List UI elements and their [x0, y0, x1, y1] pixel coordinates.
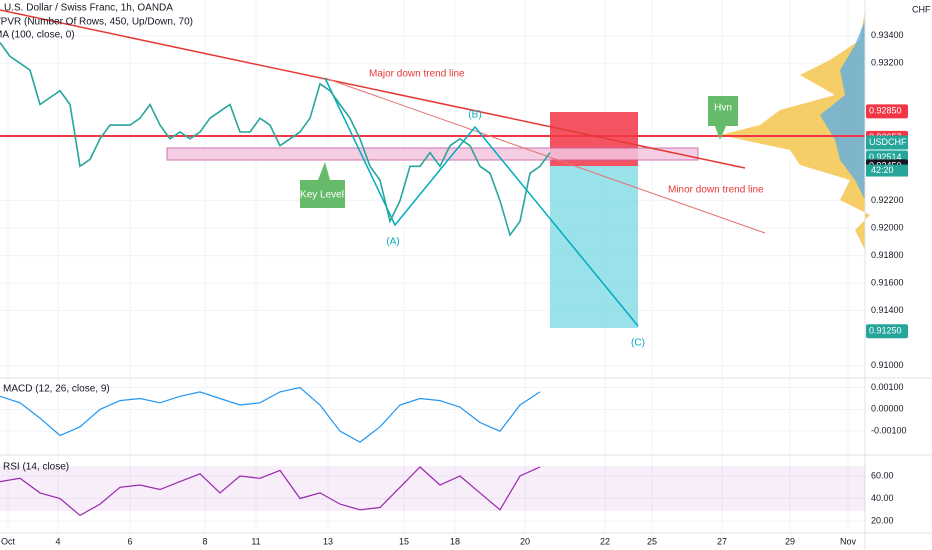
indicator-label: MA (100, close, 0)	[0, 30, 75, 41]
y-tick-label: 0.92000	[871, 223, 904, 233]
symbol-label: USDCHF	[869, 137, 907, 147]
y-tick-label: 0.93400	[871, 30, 904, 40]
axes: Oct 4 6 8 11 13 15 18 20 22 25 27 29 Nov 0.91000 0.9140…	[1, 30, 908, 546]
x-tick-label: 27	[717, 536, 727, 546]
x-tick-label: 20	[520, 536, 530, 546]
y-tick-label: 0.00100	[871, 382, 904, 392]
annotation: (A)	[386, 237, 399, 248]
series-line	[0, 386, 541, 443]
y-tick-label: 0.93200	[871, 58, 904, 68]
y-tick-label: 0.91800	[871, 250, 904, 260]
price-tag	[866, 104, 908, 119]
x-tick-label: 22	[600, 536, 610, 546]
price-tag-label: 0.91250	[869, 326, 902, 336]
x-tick-label: 29	[785, 536, 795, 546]
x-tick-label: 18	[450, 536, 460, 546]
x-tick-label: Nov	[840, 536, 857, 546]
volume-profile	[720, 10, 870, 250]
x-tick-label: 13	[323, 536, 333, 546]
rsi-title: RSI (14, close)	[3, 462, 69, 473]
annotation: Major down trend line	[369, 69, 465, 80]
callout	[708, 96, 738, 140]
y-tick-label: 0.91600	[871, 278, 904, 288]
minor-trend-line	[324, 77, 766, 234]
countdown-label: 42:20	[871, 165, 894, 175]
callout	[300, 162, 345, 208]
chart-title: U.S. Dollar / Swiss Franc, 1h, OANDA	[4, 3, 173, 14]
price-tag-label: 0.92514	[869, 152, 902, 162]
x-tick-label: 25	[647, 536, 657, 546]
x-tick-label: 4	[55, 536, 60, 546]
price-tag-label: 0.92850	[869, 106, 902, 116]
price-pane	[0, 42, 551, 517]
currency-label: CHF	[912, 4, 931, 14]
x-tick-label: 11	[251, 536, 260, 546]
series-line	[0, 42, 551, 237]
symbol-tag	[866, 135, 908, 150]
y-tick-label: 0.91400	[871, 305, 904, 315]
annotation: Hvn	[714, 103, 732, 114]
x-tick-label: 15	[399, 536, 409, 546]
indicator-label: VPVR (Number Of Rows, 450, Up/Down, 70)	[0, 17, 193, 28]
y-tick-label: 0.92200	[871, 195, 904, 205]
y-tick-label: 0.91000	[871, 360, 904, 370]
x-tick-label: 6	[127, 536, 132, 546]
series-line	[0, 466, 541, 517]
macd-title: MACD (12, 26, close, 9)	[3, 384, 110, 395]
y-tick-label: 60.00	[871, 470, 894, 480]
annotation: (B)	[468, 110, 481, 121]
rsi-band	[0, 466, 865, 511]
annotation: (C)	[631, 338, 645, 349]
x-tick-label: 8	[202, 536, 207, 546]
y-tick-label: 20.00	[871, 515, 894, 525]
abc-wave	[324, 77, 639, 327]
x-tick-label: Oct	[1, 536, 16, 546]
annotation: Key Level	[300, 190, 344, 201]
y-tick-label: 40.00	[871, 493, 894, 503]
y-tick-label: 0.00000	[871, 404, 904, 414]
annotation: Minor down trend line	[668, 185, 764, 196]
target-box	[550, 166, 638, 328]
countdown-tag	[866, 164, 908, 177]
y-tick-label: -0.00100	[871, 426, 907, 436]
major-trend-line	[0, 9, 746, 169]
key-level-zone	[166, 147, 699, 161]
price-tag	[866, 324, 908, 339]
